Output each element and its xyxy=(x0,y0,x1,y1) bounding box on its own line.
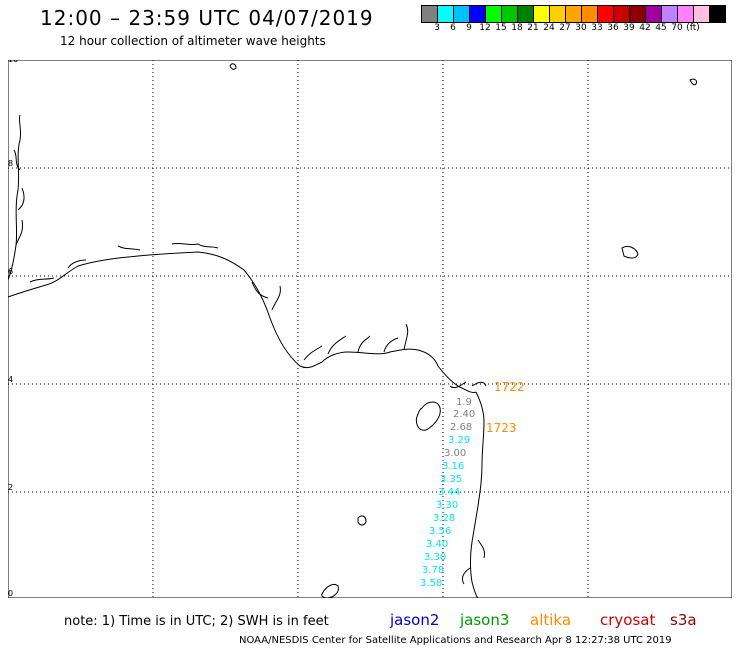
swh-value-label: 3.44 xyxy=(438,487,460,498)
altimeter-map: 036912151086420 1.92.402.683.293.003.163… xyxy=(8,60,732,598)
data-credit: NOAA/NESDIS Center for Satellite Applica… xyxy=(239,635,672,646)
color-scale-label: 6 xyxy=(450,23,456,33)
color-scale-label: (ft) xyxy=(686,23,700,33)
color-scale-label: 24 xyxy=(543,23,555,33)
map-title: 12:00 – 23:59 UTC 04/07/2019 xyxy=(40,6,374,30)
color-swatch xyxy=(550,6,566,22)
observation-time-label: 1723 xyxy=(486,421,517,435)
map-subtitle: 12 hour collection of altimeter wave hei… xyxy=(60,34,326,48)
color-swatch xyxy=(646,6,662,22)
latitude-tick-label: 4 xyxy=(8,375,13,384)
color-swatch xyxy=(598,6,614,22)
satellite-legend-item: jason2 xyxy=(390,611,440,629)
swh-value-label: 3.28 xyxy=(433,513,455,524)
satellite-legend-item: cryosat xyxy=(600,611,656,629)
color-swatch xyxy=(678,6,694,22)
color-scale-label: 70 xyxy=(671,23,683,33)
color-swatch xyxy=(614,6,630,22)
swh-value-label: 3.16 xyxy=(442,461,464,472)
color-swatch xyxy=(694,6,710,22)
swh-value-label: 3.78 xyxy=(422,565,444,576)
color-scale-label: 30 xyxy=(575,23,587,33)
swh-value-label: 2.40 xyxy=(453,409,475,420)
color-swatch xyxy=(470,6,486,22)
swh-value-label: 3.30 xyxy=(424,552,446,563)
observation-time-label: 1722 xyxy=(494,380,525,394)
color-scale-label: 21 xyxy=(527,23,539,33)
swh-value-label: 3.40 xyxy=(426,539,448,550)
color-scale-label: 18 xyxy=(511,23,523,33)
swh-value-label: 3.58 xyxy=(420,578,442,589)
color-swatch xyxy=(502,6,518,22)
latitude-tick-label: 2 xyxy=(8,483,13,492)
latitude-tick-label: 6 xyxy=(8,267,13,276)
swh-value-label: 2.68 xyxy=(450,422,472,433)
latitude-tick-label: 0 xyxy=(8,589,13,598)
color-scale-label: 42 xyxy=(639,23,651,33)
color-swatch xyxy=(710,6,725,22)
latitude-tick-label: 10 xyxy=(8,60,18,64)
units-note: note: 1) Time is in UTC; 2) SWH is in fe… xyxy=(64,614,329,629)
swh-value-label: 3.29 xyxy=(448,435,470,446)
wave-height-color-scale xyxy=(421,5,726,23)
color-swatch xyxy=(534,6,550,22)
color-swatch xyxy=(518,6,534,22)
color-scale-label: 33 xyxy=(591,23,603,33)
color-scale-label: 45 xyxy=(655,23,667,33)
color-scale-label: 27 xyxy=(559,23,571,33)
axis-tick-labels: 036912151086420 xyxy=(8,60,18,598)
color-swatch xyxy=(566,6,582,22)
lat-lon-grid xyxy=(8,60,732,598)
color-swatch xyxy=(422,6,438,22)
color-scale-label: 12 xyxy=(479,23,491,33)
latitude-tick-label: 8 xyxy=(8,159,13,168)
satellite-legend-item: altika xyxy=(530,611,572,629)
color-scale-label: 39 xyxy=(623,23,635,33)
color-swatch xyxy=(454,6,470,22)
color-scale-label: 15 xyxy=(495,23,507,33)
map-frame xyxy=(8,60,732,598)
color-scale-label: 36 xyxy=(607,23,619,33)
color-swatch xyxy=(582,6,598,22)
swh-value-label: 3.35 xyxy=(440,474,462,485)
color-swatch xyxy=(662,6,678,22)
color-scale-label: 3 xyxy=(434,23,440,33)
coastline xyxy=(8,63,697,598)
color-swatch xyxy=(486,6,502,22)
color-scale-label: 9 xyxy=(466,23,472,33)
satellite-legend-item: s3a xyxy=(670,611,697,629)
altimeter-observations: 1.92.40 2.68 3.29 3.00 3.16 3.35 3.44 3.30 3.28 3… xyxy=(420,380,525,589)
satellite-legend-item: jason3 xyxy=(460,611,510,629)
color-swatch xyxy=(630,6,646,22)
swh-value-label: 1.9 xyxy=(456,397,472,408)
swh-value-label: 3.56 xyxy=(429,526,451,537)
swh-value-label: 3.30 xyxy=(436,500,458,511)
color-swatch xyxy=(438,6,454,22)
swh-value-label: 3.00 xyxy=(444,448,466,459)
